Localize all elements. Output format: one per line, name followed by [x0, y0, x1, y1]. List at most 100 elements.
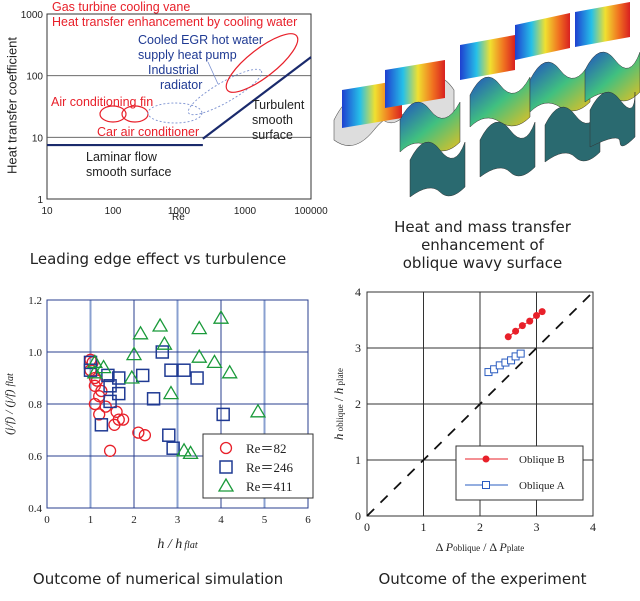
caption-leading-edge: Leading edge effect vs turbulence [29, 250, 287, 268]
chart3-point-oblique-b [538, 308, 546, 316]
chart2-point-triangle [86, 354, 103, 369]
chart3-reference-line [366, 291, 594, 517]
chart2-point-circle [99, 400, 112, 413]
annotation-industrial-1: Industrial [148, 63, 199, 77]
chart3-ytick: 2 [355, 397, 361, 411]
annotation-turbulent-3: surface [252, 128, 293, 142]
chart3-xtick: 3 [534, 520, 540, 534]
chart2-point-square [103, 379, 117, 393]
chart1-ylabel: Heat transfer coefficient [4, 36, 20, 175]
annotation-ac-fin: Air conditioning fin [51, 95, 154, 109]
chart3-point-oblique-a [516, 349, 525, 358]
chart2-ytick: 0.8 [28, 399, 42, 411]
chart2-xtick: 6 [305, 514, 311, 526]
gas-turbine-ellipse [225, 33, 299, 93]
chart3-plot-frame [366, 291, 594, 517]
chart2-xlabel: h / h flat [157, 537, 197, 552]
chart2-point-square [146, 392, 161, 406]
chart2-point-circle [93, 408, 106, 421]
chart2-point-triangle [86, 364, 103, 379]
chart2-point-triangle [125, 346, 143, 361]
chart2-point-square [112, 371, 126, 385]
chart2-point-triangle [175, 442, 193, 457]
annotation-egr-2: supply heat pump [138, 48, 237, 62]
chart2-point-square [103, 394, 117, 409]
chart3-xtick: 1 [421, 520, 427, 534]
caption-experiment: Outcome of the experiment [378, 570, 587, 588]
chart3-legend-marker [482, 455, 490, 463]
chart3-legend-marker [482, 481, 490, 489]
chart2-point-circle [132, 426, 145, 439]
chart2-point-square [83, 355, 98, 370]
chart2-point-triangle [206, 354, 223, 369]
chart1-xtick: 1000 [168, 206, 191, 217]
chart2-ytick: 0.4 [28, 503, 42, 515]
chart2-point-square [164, 363, 178, 377]
annotation-gas-turbine: Gas turbine cooling vane [52, 0, 191, 14]
chart2-plot-frame [46, 299, 309, 509]
chart2-point-square [83, 363, 98, 377]
chart2-xtick: 0 [44, 514, 50, 526]
chart2-point-triangle [162, 385, 180, 400]
chart3-legend [455, 445, 584, 501]
chart3-point-oblique-b [518, 322, 526, 330]
chart3-xtick: 4 [590, 520, 596, 534]
chart2-point-triangle [221, 364, 238, 379]
chart1-ytick: 10 [32, 133, 44, 144]
chart2-legend-label: Re＝411 [246, 479, 292, 494]
chart2-legend-marker-circle [219, 441, 233, 455]
chart2-point-square [162, 428, 176, 442]
chart1-xtick: 100000 [294, 206, 328, 217]
caption-line: oblique wavy surface [402, 254, 563, 272]
chart1-plot-frame [46, 13, 312, 200]
chart2-point-square [166, 441, 180, 455]
chart2-point-triangle [191, 348, 208, 363]
chart2-xtick: 4 [218, 514, 224, 526]
annotation-industrial-2: radiator [160, 78, 203, 92]
chart3-xtick: 0 [364, 520, 370, 534]
chart1-xtick: 1000 [234, 206, 257, 217]
chart3-ytick: 0 [355, 509, 361, 523]
annotation-egr-1: Cooled EGR hot water [138, 33, 264, 47]
egr-ellipse [187, 68, 263, 116]
chart3-xlabel: Δ Poblique / Δ Pplate [436, 540, 525, 554]
chart2-point-square [94, 418, 109, 432]
chart2-point-square [216, 407, 230, 422]
chart2-point-triangle [249, 403, 267, 418]
chart2-point-circle [95, 384, 108, 398]
turbulent-line [202, 56, 312, 140]
ac-fin-ellipse [99, 105, 127, 123]
chart2-point-triangle [132, 325, 149, 340]
chart2-xtick: 1 [88, 514, 94, 526]
chart2-legend-marker-triangle [217, 477, 235, 492]
chart2-xtick: 5 [262, 514, 268, 526]
chart2-xtick: 2 [131, 514, 137, 526]
chart1-xlabel: Re [172, 212, 185, 223]
chart3-xtick: 2 [477, 520, 483, 534]
chart1-ytick: 100 [26, 72, 43, 83]
annotation-turbulent-2: smooth [252, 113, 293, 127]
chart2-legend-marker-square [219, 460, 233, 474]
chart2-point-square [177, 363, 191, 377]
industrial-ellipse [147, 102, 203, 124]
annotation-turbulent-1: Turbulent [252, 98, 305, 112]
annotation-enhancement: Heat transfer enhancement by cooling wat… [52, 15, 298, 29]
caption-line: Heat and mass transfer [394, 218, 571, 236]
chart2-point-triangle [182, 445, 199, 460]
annotation-laminar-1: Laminar flow [86, 150, 157, 164]
caption-wavy-surface: Heat and mass transfer enhancement of ob… [330, 218, 635, 272]
chart2-ytick: 1.0 [28, 347, 42, 359]
chart2-point-triangle [123, 369, 140, 384]
chart1-ytick: 1 [37, 195, 43, 206]
chart3-point-oblique-b [504, 333, 512, 341]
chart2-xtick: 3 [175, 514, 181, 526]
chart2-point-triangle [212, 309, 230, 324]
chart3-point-oblique-b [512, 327, 520, 335]
annotation-laminar-2: smooth surface [86, 165, 172, 179]
chart3-point-oblique-b [533, 312, 540, 320]
chart2-point-square [101, 368, 115, 383]
chart2-point-circle [116, 413, 130, 426]
chart2-point-square [155, 345, 170, 359]
chart2-point-triangle [191, 320, 208, 335]
